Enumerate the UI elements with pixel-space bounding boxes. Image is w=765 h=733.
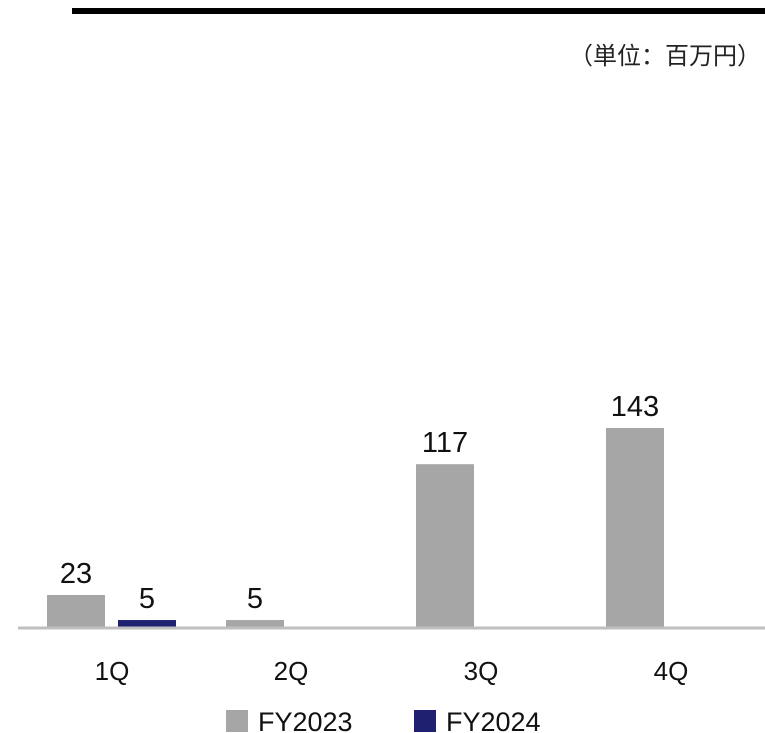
value-label-fy2023-4q: 143	[611, 391, 659, 423]
x-tick-label-1q: 1Q	[95, 656, 130, 686]
bar-fy2023-2q	[226, 620, 284, 627]
legend-label-fy2024: FY2024	[446, 707, 541, 733]
value-label-fy2023-2q: 5	[247, 583, 263, 615]
bar-fy2023-4q	[606, 428, 664, 627]
x-tick-labels: 1Q 2Q 3Q 4Q	[95, 656, 689, 686]
legend: FY2023 FY2024	[226, 707, 541, 733]
legend-swatch-fy2023	[226, 710, 248, 732]
legend-label-fy2023: FY2023	[258, 707, 353, 733]
value-label-fy2024-1q: 5	[139, 583, 155, 615]
value-label-fy2023-3q: 117	[422, 427, 468, 459]
x-tick-label-4q: 4Q	[654, 656, 689, 686]
legend-swatch-fy2024	[414, 710, 436, 732]
bar-fy2023-3q	[416, 464, 474, 627]
bars-group	[47, 428, 664, 627]
bar-fy2023-1q	[47, 594, 105, 627]
bar-fy2024-1q	[118, 620, 176, 627]
value-labels-group: 23 5 117 143 5	[60, 391, 659, 615]
x-tick-label-3q: 3Q	[464, 656, 499, 686]
unit-label: （単位：百万円）	[569, 42, 761, 70]
value-label-fy2023-1q: 23	[60, 558, 92, 590]
x-tick-label-2q: 2Q	[274, 656, 309, 686]
